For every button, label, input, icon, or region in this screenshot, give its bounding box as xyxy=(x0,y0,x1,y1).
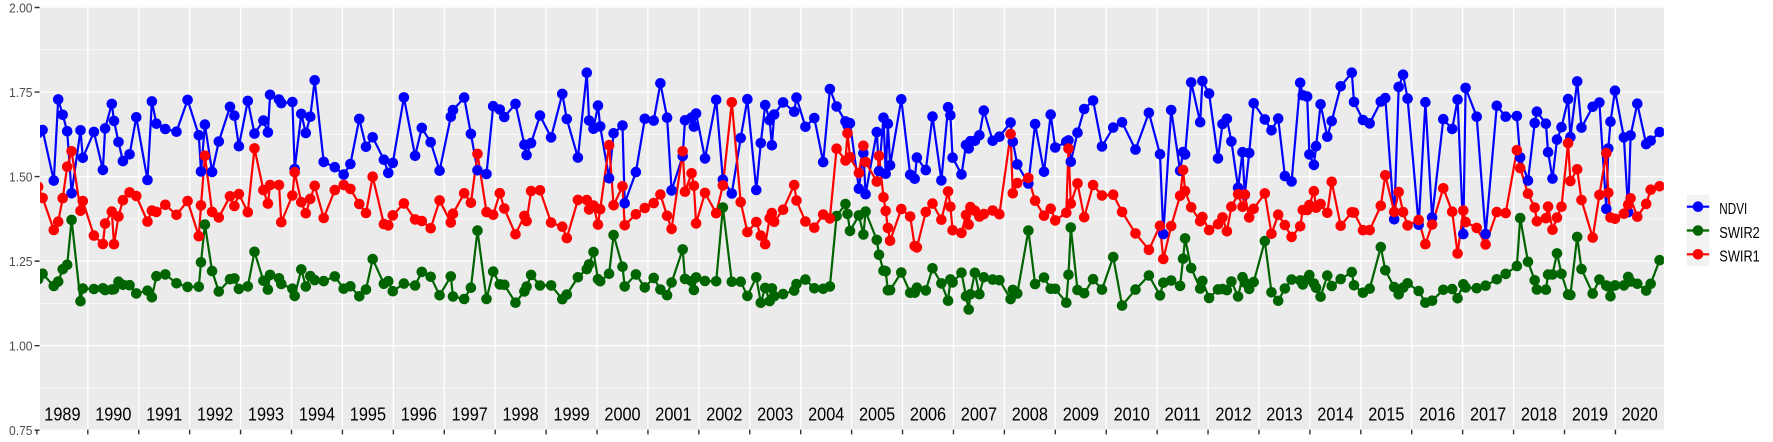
svg-text:NDVI: NDVI xyxy=(1719,201,1747,218)
svg-text:2019: 2019 xyxy=(1572,405,1608,425)
svg-text:2012: 2012 xyxy=(1215,405,1251,425)
svg-text:SWIR2: SWIR2 xyxy=(1719,225,1760,242)
svg-text:2008: 2008 xyxy=(1012,405,1048,425)
svg-text:2017: 2017 xyxy=(1470,405,1506,425)
svg-text:1999: 1999 xyxy=(554,405,590,425)
svg-text:2.00: 2.00 xyxy=(9,2,33,16)
svg-text:2016: 2016 xyxy=(1419,405,1455,425)
svg-text:1995: 1995 xyxy=(350,405,386,425)
svg-text:1992: 1992 xyxy=(197,405,233,425)
svg-text:2011: 2011 xyxy=(1165,405,1201,425)
svg-text:1.50: 1.50 xyxy=(9,171,33,185)
svg-text:2014: 2014 xyxy=(1317,405,1353,425)
svg-text:1996: 1996 xyxy=(401,405,437,425)
svg-text:2005: 2005 xyxy=(859,405,895,425)
svg-text:1989: 1989 xyxy=(44,405,80,425)
svg-text:1994: 1994 xyxy=(299,405,335,425)
svg-text:1.75: 1.75 xyxy=(9,86,33,100)
svg-text:SWIR1: SWIR1 xyxy=(1719,249,1760,266)
svg-text:2006: 2006 xyxy=(910,405,946,425)
svg-text:2001: 2001 xyxy=(655,405,691,425)
svg-text:2002: 2002 xyxy=(706,405,742,425)
svg-text:2007: 2007 xyxy=(961,405,997,425)
svg-text:1.00: 1.00 xyxy=(9,340,33,354)
svg-text:1991: 1991 xyxy=(146,405,182,425)
svg-text:1998: 1998 xyxy=(503,405,539,425)
svg-text:2003: 2003 xyxy=(757,405,793,425)
svg-text:2000: 2000 xyxy=(604,405,640,425)
svg-text:2004: 2004 xyxy=(808,405,844,425)
svg-text:2013: 2013 xyxy=(1266,405,1302,425)
svg-text:1990: 1990 xyxy=(95,405,131,425)
svg-text:2009: 2009 xyxy=(1063,405,1099,425)
svg-text:0.75: 0.75 xyxy=(9,424,33,438)
svg-text:1.25: 1.25 xyxy=(9,255,33,269)
svg-text:2018: 2018 xyxy=(1521,405,1557,425)
svg-text:2020: 2020 xyxy=(1622,405,1658,425)
svg-text:2010: 2010 xyxy=(1114,405,1150,425)
svg-text:2015: 2015 xyxy=(1368,405,1404,425)
svg-text:1997: 1997 xyxy=(452,405,488,425)
svg-text:1993: 1993 xyxy=(248,405,284,425)
